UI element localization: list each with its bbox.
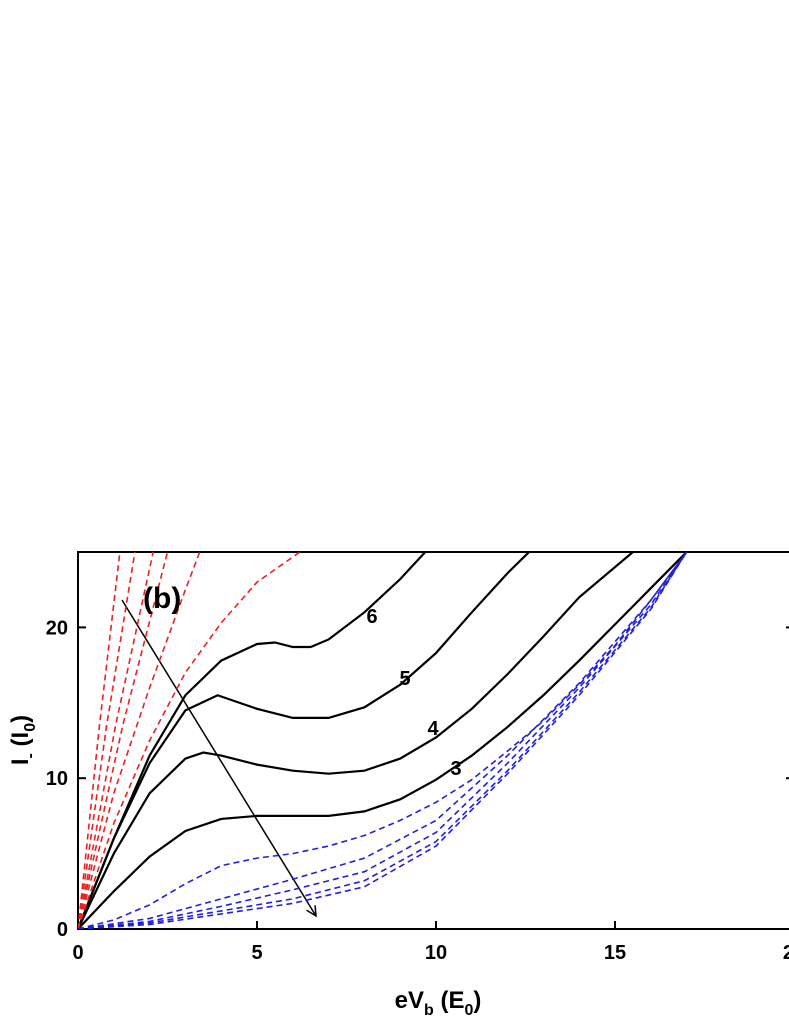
plot-frame (77, 551, 789, 930)
annotation: 3 (450, 758, 461, 780)
series-line (78, 552, 301, 929)
x-tick-label: 15 (604, 942, 626, 964)
series-line (78, 552, 154, 929)
y-label-sub: 0 (22, 723, 39, 732)
series-line (78, 552, 427, 929)
y-label-part: (I (7, 732, 34, 753)
x-tick-label: 10 (425, 942, 447, 964)
series-line (78, 552, 688, 929)
x-label-part: (E (434, 987, 465, 1014)
y-tick-label: 10 (46, 768, 68, 790)
series-line (78, 552, 688, 929)
annotation: 6 (366, 606, 377, 628)
series-line (78, 552, 688, 929)
y-label-sub: - (22, 753, 39, 758)
y-tick-label: 20 (46, 617, 68, 639)
x-label-part: ) (473, 987, 481, 1014)
arrow (121, 599, 316, 916)
y-label-part: I (7, 758, 34, 765)
y-label-part: ) (7, 715, 34, 723)
x-tick-label: 20 (783, 942, 789, 964)
x-label-sub: 0 (464, 1002, 473, 1019)
series-line (78, 552, 121, 929)
annotation: 5 (399, 668, 410, 690)
x-label-sub: b (424, 1002, 434, 1019)
series-line (78, 552, 688, 929)
annotation: (b) (143, 582, 181, 615)
series-line (78, 552, 688, 929)
x-tick-label: 5 (251, 942, 262, 964)
series-line (78, 552, 136, 929)
series-line (78, 552, 634, 929)
x-tick-label: 0 (72, 942, 83, 964)
series-line (78, 552, 688, 929)
annotation: 4 (427, 718, 439, 740)
y-axis-label: I- (I0) (7, 715, 39, 765)
x-axis-label: eVb (E0) (395, 987, 482, 1019)
series-line (78, 552, 201, 929)
series-line (78, 552, 530, 929)
x-label-part: eV (395, 987, 424, 1014)
y-tick-label: 0 (57, 919, 68, 941)
